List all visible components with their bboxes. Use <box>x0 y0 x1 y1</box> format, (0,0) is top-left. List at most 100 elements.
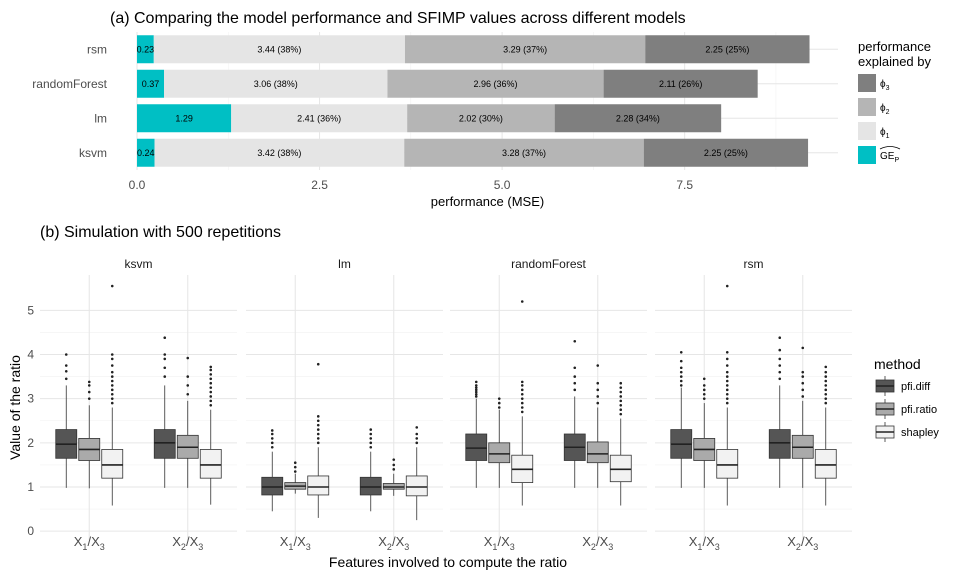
box-outlier-point <box>110 357 114 361</box>
box-outlier-point <box>801 381 805 385</box>
legend-label: ϕ3 <box>880 79 890 92</box>
bar-data-label: 2.41 (36%) <box>297 113 341 123</box>
box-shapley <box>101 449 124 479</box>
box-outlier-point <box>110 388 114 392</box>
box-outlier-point <box>619 386 623 389</box>
box-outlier-point <box>316 415 320 418</box>
box-outlier-point <box>801 370 805 374</box>
box-outlier-point <box>725 401 729 405</box>
bar-segment-phi1 <box>154 138 405 167</box>
box-outlier-point <box>186 384 190 387</box>
box-pfi.diff <box>465 433 488 461</box>
box-outlier-point <box>392 458 396 461</box>
box-outlier-point <box>702 392 706 396</box>
panel-b-faceted-boxplot-chart: (b) Simulation with 500 repetitions 0 1 2 3 4… <box>7 224 939 570</box>
box-outlier-point <box>725 370 729 374</box>
bar-data-label: 2.25 (25%) <box>704 148 748 158</box>
box-outlier-point <box>316 437 320 440</box>
x-tick-label: 0.0 <box>129 178 146 192</box>
legend-key <box>858 122 876 140</box>
box-outlier-point <box>186 375 190 378</box>
bar-segment-phi3 <box>643 138 809 167</box>
x-tick-label: X1/X3 <box>74 534 105 552</box>
box-outlier-point <box>369 445 373 449</box>
legend-key <box>858 146 876 164</box>
box-outlier-point <box>209 399 213 403</box>
box-outlier-point <box>110 392 114 396</box>
box-outlier-point <box>110 401 114 405</box>
box-outlier-point <box>573 388 577 392</box>
box-outlier-point <box>824 375 828 378</box>
box-outlier-point <box>520 380 524 384</box>
box-outlier-point <box>110 375 114 378</box>
bar-segment-phi2 <box>387 69 604 98</box>
bar-segment-GE_P <box>137 138 155 167</box>
box-outlier-point <box>619 412 623 416</box>
box-outlier-point <box>392 468 396 471</box>
box-outlier-point <box>415 426 419 429</box>
box-outlier-point <box>474 390 478 394</box>
box-outlier-point <box>163 336 167 340</box>
box-outlier-point <box>87 390 91 394</box>
box-outlier-point <box>110 284 114 288</box>
bar-data-label: 3.44 (38%) <box>257 44 301 54</box>
legend-title: performance <box>858 39 931 54</box>
box-shapley <box>405 475 428 497</box>
y-tick-label: 0 <box>27 524 34 538</box>
box-outlier-point <box>110 364 114 367</box>
box-outlier-point <box>702 397 706 400</box>
box-outlier-point <box>679 375 683 378</box>
bar-data-label: 3.29 (37%) <box>503 44 547 54</box>
box-outlier-point <box>186 392 190 396</box>
box-outlier-point <box>573 339 577 343</box>
box-outlier-point <box>801 395 805 398</box>
box-outlier-point <box>596 381 600 385</box>
box-outlier-point <box>369 428 373 431</box>
box-shapley <box>814 449 837 479</box>
box-outlier-point <box>474 384 478 387</box>
box-outlier-point <box>474 386 478 389</box>
bar-segment-phi1 <box>231 104 408 133</box>
x-tick-label: X1/X3 <box>689 534 720 552</box>
box-outlier-point <box>474 395 478 398</box>
bar-data-label: 2.96 (36%) <box>474 79 518 89</box>
box-outlier-point <box>520 397 524 400</box>
box-outlier-point <box>520 384 524 387</box>
y-category-label: randomForest <box>32 77 107 91</box>
x-axis-title: Features involved to compute the ratio <box>329 554 567 570</box>
box-outlier-point <box>573 381 577 385</box>
box-outlier-point <box>801 346 805 350</box>
box-outlier-point <box>369 441 373 445</box>
box-outlier-point <box>209 377 213 381</box>
legend-hat-mark <box>879 146 901 150</box>
box-outlier-point <box>679 359 683 363</box>
box-outlier-point <box>316 423 320 427</box>
x-tick-label: X2/X3 <box>172 534 203 552</box>
legend-key <box>858 74 876 92</box>
box-outlier-point <box>163 357 167 361</box>
bar-segment-phi1 <box>153 35 405 64</box>
box-shapley <box>307 475 330 496</box>
box-outlier-point <box>725 350 729 354</box>
x-tick-label: X2/X3 <box>378 534 409 552</box>
box-outlier-point <box>573 375 577 378</box>
bar-segment-GE_P <box>137 69 165 98</box>
box-outlier-point <box>679 366 683 370</box>
bar-segment-phi2 <box>404 138 644 167</box>
box-outlier-point <box>64 369 68 373</box>
box-outlier-point <box>270 432 274 436</box>
box-outlier-point <box>725 384 729 387</box>
box-outlier-point <box>824 379 828 383</box>
box-outlier-point <box>778 357 782 361</box>
box-shapley <box>716 449 739 479</box>
box-outlier-point <box>209 373 213 376</box>
facet-strip-label: randomForest <box>511 257 586 271</box>
box-outlier-point <box>520 401 524 405</box>
bar-data-label: 2.28 (34%) <box>616 113 660 123</box>
box-outlier-point <box>497 406 501 409</box>
box-outlier-point <box>316 432 320 436</box>
chart-b-title: (b) Simulation with 500 repetitions <box>40 224 281 241</box>
x-tick-label: X1/X3 <box>280 534 311 552</box>
box-outlier-point <box>619 399 623 403</box>
box-pfi.ratio <box>586 441 609 464</box>
